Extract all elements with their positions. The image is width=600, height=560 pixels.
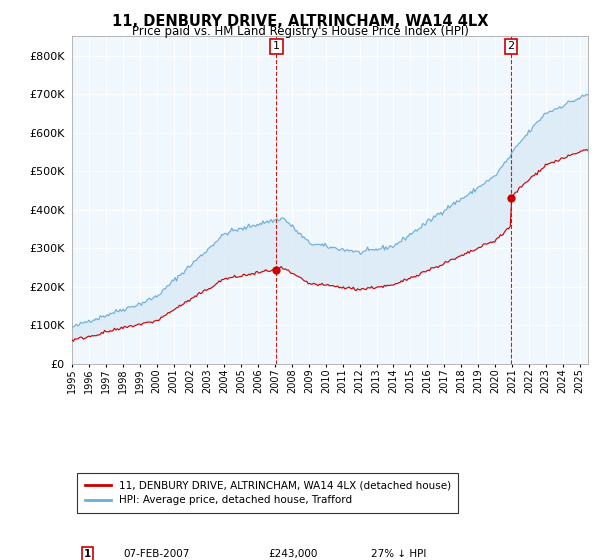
Text: 1: 1 — [84, 549, 91, 559]
Text: 2: 2 — [508, 41, 515, 52]
Text: 07-FEB-2007: 07-FEB-2007 — [124, 549, 190, 559]
Legend: 11, DENBURY DRIVE, ALTRINCHAM, WA14 4LX (detached house), HPI: Average price, de: 11, DENBURY DRIVE, ALTRINCHAM, WA14 4LX … — [77, 473, 458, 513]
Text: 27% ↓ HPI: 27% ↓ HPI — [371, 549, 427, 559]
Text: 11, DENBURY DRIVE, ALTRINCHAM, WA14 4LX: 11, DENBURY DRIVE, ALTRINCHAM, WA14 4LX — [112, 14, 488, 29]
Text: 1: 1 — [273, 41, 280, 52]
Text: £243,000: £243,000 — [268, 549, 317, 559]
Text: Price paid vs. HM Land Registry's House Price Index (HPI): Price paid vs. HM Land Registry's House … — [131, 25, 469, 38]
